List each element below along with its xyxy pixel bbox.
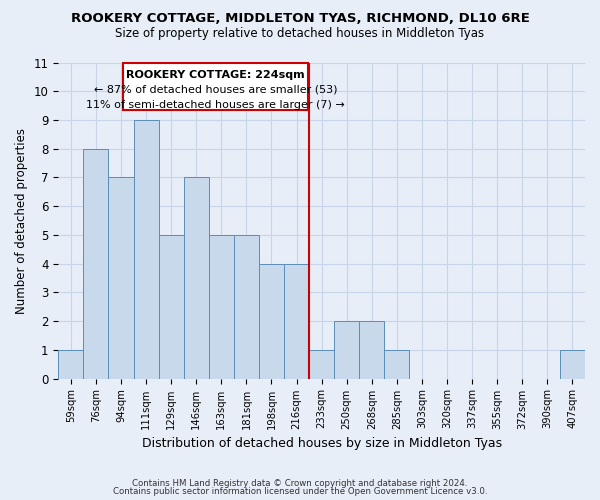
Bar bbox=[58, 350, 83, 378]
Bar bbox=[109, 178, 134, 378]
Bar bbox=[309, 350, 334, 378]
Bar bbox=[83, 148, 109, 378]
Text: ROOKERY COTTAGE: 224sqm: ROOKERY COTTAGE: 224sqm bbox=[127, 70, 305, 80]
Bar bbox=[259, 264, 284, 378]
Bar bbox=[184, 178, 209, 378]
Y-axis label: Number of detached properties: Number of detached properties bbox=[15, 128, 28, 314]
Bar bbox=[234, 235, 259, 378]
Text: Contains public sector information licensed under the Open Government Licence v3: Contains public sector information licen… bbox=[113, 487, 487, 496]
Bar bbox=[560, 350, 585, 378]
Bar bbox=[134, 120, 158, 378]
Bar bbox=[359, 321, 385, 378]
Text: Size of property relative to detached houses in Middleton Tyas: Size of property relative to detached ho… bbox=[115, 28, 485, 40]
X-axis label: Distribution of detached houses by size in Middleton Tyas: Distribution of detached houses by size … bbox=[142, 437, 502, 450]
FancyBboxPatch shape bbox=[124, 62, 308, 110]
Text: Contains HM Land Registry data © Crown copyright and database right 2024.: Contains HM Land Registry data © Crown c… bbox=[132, 478, 468, 488]
Text: ← 87% of detached houses are smaller (53): ← 87% of detached houses are smaller (53… bbox=[94, 84, 337, 94]
Bar bbox=[385, 350, 409, 378]
Bar bbox=[209, 235, 234, 378]
Text: ROOKERY COTTAGE, MIDDLETON TYAS, RICHMOND, DL10 6RE: ROOKERY COTTAGE, MIDDLETON TYAS, RICHMON… bbox=[71, 12, 529, 26]
Text: 11% of semi-detached houses are larger (7) →: 11% of semi-detached houses are larger (… bbox=[86, 100, 345, 110]
Bar bbox=[158, 235, 184, 378]
Bar bbox=[334, 321, 359, 378]
Bar bbox=[284, 264, 309, 378]
